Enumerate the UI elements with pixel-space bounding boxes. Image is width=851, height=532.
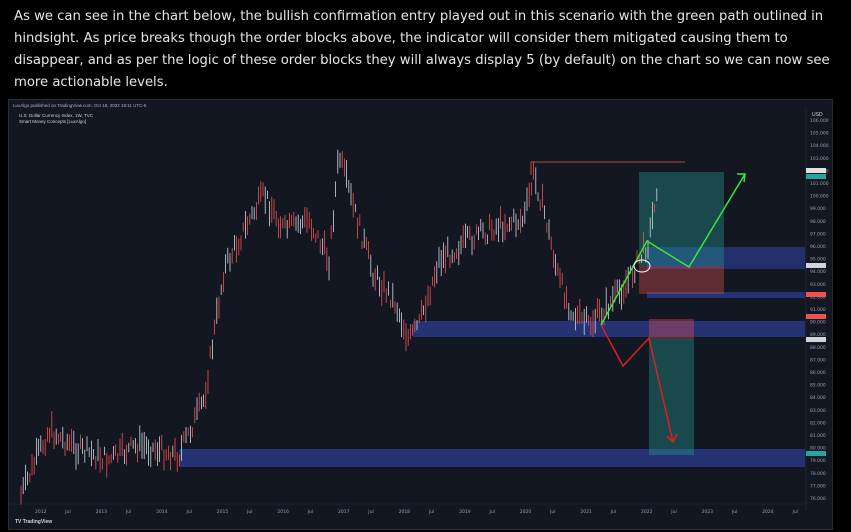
price-axis-tick: 92.000 bbox=[810, 294, 826, 300]
price-axis-tick: 80.000 bbox=[810, 446, 826, 452]
order-block-mid bbox=[413, 321, 805, 337]
bullish-path bbox=[600, 173, 746, 326]
price-axis-tick: 94.000 bbox=[810, 269, 826, 275]
price-axis-tick: 84.000 bbox=[810, 395, 826, 401]
time-axis-tick: Jul bbox=[549, 509, 555, 515]
price-axis-tick: 105.000 bbox=[810, 131, 829, 137]
price-axis-tick: 87.000 bbox=[810, 357, 826, 363]
price-tag-current bbox=[806, 168, 826, 173]
price-axis-tick: 96.000 bbox=[810, 244, 826, 250]
bullish-arrowhead bbox=[737, 173, 746, 183]
bearish-arrowhead bbox=[666, 433, 678, 444]
time-axis-tick: Jul bbox=[731, 509, 737, 515]
article-caption: As we can see in the chart below, the bu… bbox=[14, 9, 830, 90]
time-axis-tick: 2020 bbox=[520, 509, 532, 515]
tradingview-logo: TV TradingView bbox=[15, 519, 52, 525]
bearish-path bbox=[600, 324, 674, 443]
price-axis-tick: 103.000 bbox=[810, 156, 829, 162]
price-axis-tick: 100.000 bbox=[810, 194, 829, 200]
time-axis-tick: 2013 bbox=[96, 509, 108, 515]
price-axis-tick: 97.000 bbox=[810, 231, 826, 237]
time-axis-tick: Jul bbox=[670, 509, 676, 515]
time-axis-tick: Jul bbox=[610, 509, 616, 515]
price-axis-tick: 81.000 bbox=[810, 433, 826, 439]
time-axis-tick: 2022 bbox=[641, 509, 653, 515]
price-axis-tick: 104.000 bbox=[810, 143, 829, 149]
price-axis-tick: 79.000 bbox=[810, 458, 826, 464]
price-axis-tick: 98.000 bbox=[810, 219, 826, 225]
price-axis-tick: 89.000 bbox=[810, 332, 826, 338]
time-axis-tick: 2017 bbox=[338, 509, 350, 515]
time-axis-tick: 2021 bbox=[580, 509, 592, 515]
time-axis-tick: 2023 bbox=[702, 509, 714, 515]
price-axis-tick: 90.000 bbox=[810, 320, 826, 326]
position-profit-zone bbox=[639, 172, 724, 266]
time-axis-tick: 2015 bbox=[217, 509, 229, 515]
time-axis-tick: Jul bbox=[428, 509, 434, 515]
time-axis-tick: 2018 bbox=[399, 509, 411, 515]
price-axis-tick: 99.000 bbox=[810, 206, 826, 212]
short-loss-zone bbox=[649, 319, 694, 339]
time-axis-tick: Jul bbox=[489, 509, 495, 515]
symbol-title: U.S. Dollar Currency Index, 1W, TVC bbox=[19, 113, 93, 118]
time-axis-tick: Jul bbox=[307, 509, 313, 515]
order-block-top bbox=[647, 247, 805, 269]
entry-marker bbox=[633, 259, 651, 273]
time-axis-tick: Jul bbox=[186, 509, 192, 515]
price-axis-tick: 101.000 bbox=[810, 181, 829, 187]
chart-screenshot: 106.000105.000104.000103.000102.000101.0… bbox=[8, 99, 833, 530]
tradingview-logo-text: TradingView bbox=[22, 519, 53, 525]
position-loss-zone bbox=[639, 266, 724, 294]
price-axis-tick: 106.000 bbox=[810, 118, 829, 124]
indicator-name: Smart Money Concepts [LuxAlgo] bbox=[19, 119, 87, 124]
price-axis-tick: 88.000 bbox=[810, 345, 826, 351]
price-axis-tick: 82.000 bbox=[810, 420, 826, 426]
price-axis-tick: 77.000 bbox=[810, 483, 826, 489]
time-axis-tick: Jul bbox=[367, 509, 373, 515]
time-axis-tick: 2016 bbox=[277, 509, 289, 515]
time-axis-tick: Jul bbox=[125, 509, 131, 515]
order-block-bottom bbox=[179, 449, 805, 467]
order-block-upper bbox=[647, 292, 805, 298]
time-axis-tick: 2014 bbox=[156, 509, 168, 515]
price-axis-tick: 85.000 bbox=[810, 383, 826, 389]
price-tag-ob-upper bbox=[806, 263, 826, 268]
time-axis-tick: 2019 bbox=[459, 509, 471, 515]
price-axis-tick: 76.000 bbox=[810, 496, 826, 502]
publisher-line: LuxAlgo published on TradingView.com, Oc… bbox=[13, 103, 147, 108]
price-axis-tick: 93.000 bbox=[810, 282, 826, 288]
price-candles bbox=[20, 149, 658, 505]
price-axis-tick: 86.000 bbox=[810, 370, 826, 376]
price-axis-tick: 91.000 bbox=[810, 307, 826, 313]
time-axis-tick: Jul bbox=[792, 509, 798, 515]
time-axis-tick: 2012 bbox=[35, 509, 47, 515]
price-axis-tick: 83.000 bbox=[810, 408, 826, 414]
chart-canvas: 106.000105.000104.000103.000102.000101.0… bbox=[9, 108, 829, 515]
price-axis-tick: 78.000 bbox=[810, 471, 826, 477]
tradingview-logo-icon: TV bbox=[15, 519, 23, 525]
price-axis-tick: 95.000 bbox=[810, 257, 826, 263]
time-axis-labels: 2012 Jul 2013 Jul 2014 Jul 2015 Jul 2016 Jul 2017 J… bbox=[35, 509, 798, 515]
currency-label: USD bbox=[812, 112, 823, 118]
time-axis-tick: Jul bbox=[246, 509, 252, 515]
time-axis-tick: Jul bbox=[64, 509, 70, 515]
time-axis-tick: 2024 bbox=[762, 509, 774, 515]
